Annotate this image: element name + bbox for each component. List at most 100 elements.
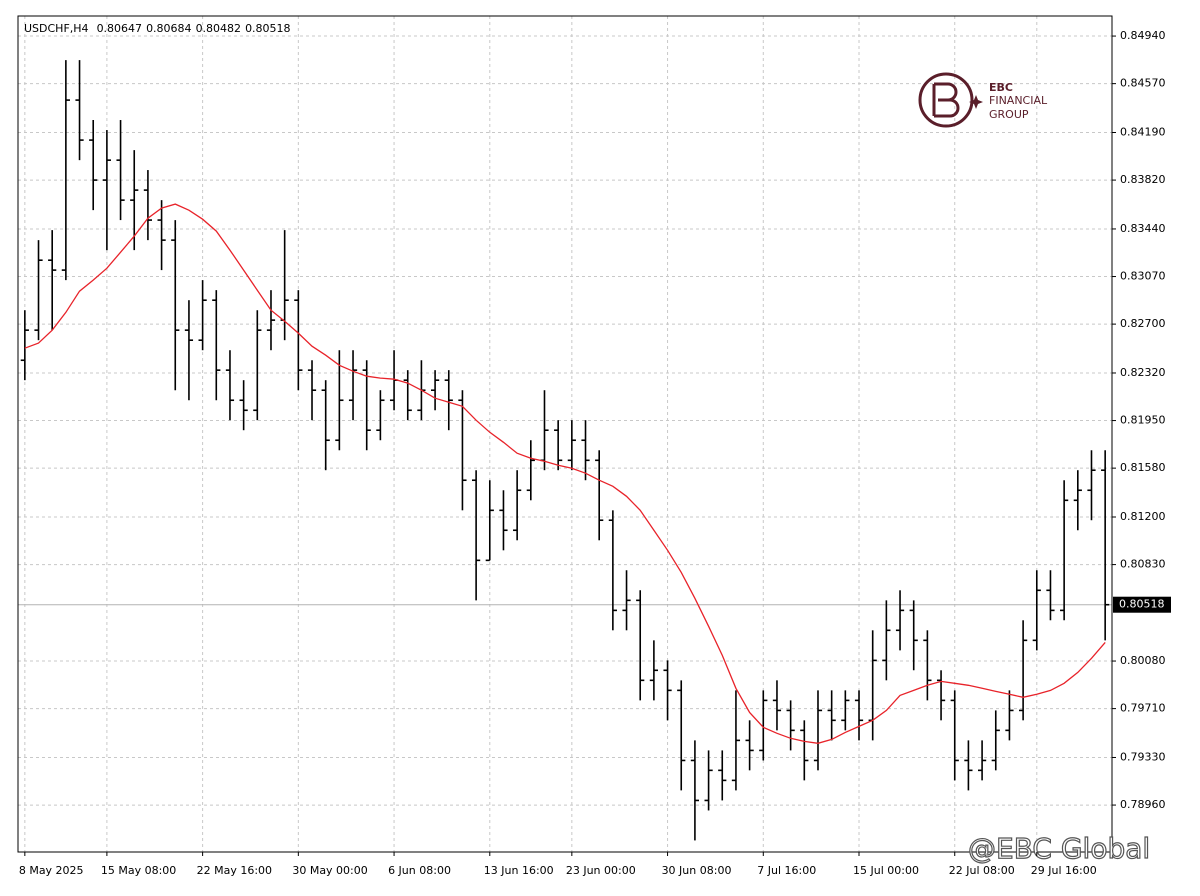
plot: [18, 60, 1112, 841]
ohlc-bar: [991, 710, 1000, 771]
ohlc-value: 0.80647: [97, 22, 143, 35]
ohlc-bar: [239, 380, 248, 431]
ohlc-bar: [444, 370, 453, 431]
ohlc-bar: [116, 120, 125, 221]
ohlc-bar: [950, 690, 959, 781]
y-tick-label: 0.79330: [1120, 750, 1166, 763]
ohlc-bar: [649, 640, 658, 701]
y-tick-label: 0.84190: [1120, 126, 1166, 139]
ohlc-bar: [841, 690, 850, 731]
plot-border: [17, 15, 1113, 853]
ohlc-bar: [936, 670, 946, 721]
ohlc-bar: [977, 740, 987, 781]
x-tick-label: 13 Jun 16:00: [484, 864, 554, 877]
ohlc-bar: [581, 420, 590, 481]
ohlc-bar: [157, 200, 166, 271]
y-tick-label: 0.81950: [1120, 414, 1166, 427]
ohlc-bar: [786, 700, 795, 751]
ohlc-bar: [718, 750, 727, 801]
ohlc-bar: [1019, 620, 1028, 721]
ohlc-bar: [171, 220, 180, 391]
ohlc-bar: [34, 240, 43, 341]
x-tick-label: 29 Jul 16:00: [1031, 864, 1097, 877]
ohlc-bar: [376, 390, 385, 441]
ohlc-header: 0.80647 0.80684 0.80482 0.80518: [97, 22, 291, 35]
ohlc-bar: [348, 350, 358, 421]
y-tick-label: 0.83820: [1120, 173, 1166, 186]
ohlc-bar: [499, 490, 508, 551]
x-tick-label: 23 Jun 00:00: [566, 864, 636, 877]
watermark: @EBC Global: [968, 832, 1150, 865]
ohlc-bar: [827, 690, 836, 741]
logo-text: EBC: [989, 81, 1013, 94]
ohlc-bar: [20, 310, 29, 381]
price-label: 0.80518: [1119, 598, 1165, 611]
ohlc-bar: [253, 310, 262, 421]
ohlc-bar: [212, 290, 221, 401]
ohlc-bar: [430, 370, 440, 411]
ohlc-bar: [964, 740, 973, 791]
x-tick-label: 8 May 2025: [19, 864, 84, 877]
y-tick-label: 0.78960: [1120, 798, 1166, 811]
y-tick-label: 0.80080: [1120, 654, 1166, 667]
ohlc-bar: [759, 690, 768, 761]
ohlc-bar: [895, 590, 905, 651]
ohlc-bar: [663, 660, 672, 721]
y-tick-label: 0.83070: [1120, 270, 1166, 283]
ohlc-bar: [704, 750, 713, 811]
ohlc-bar: [882, 600, 891, 681]
moving-average: [24, 203, 1106, 744]
x-tick-label: 15 May 08:00: [101, 864, 176, 877]
ohlc-bar: [102, 130, 111, 251]
y-tick-label: 0.84570: [1120, 77, 1166, 90]
y-tick-label: 0.80830: [1120, 558, 1166, 571]
ohlc-bar: [89, 120, 98, 211]
ohlc-bar: [458, 390, 467, 511]
ohlc-bar: [1073, 470, 1082, 531]
ohlc-bar: [321, 380, 330, 471]
ohlc-bar: [909, 600, 918, 671]
ohlc-bar: [307, 360, 317, 421]
ohlc-bar: [143, 170, 153, 241]
x-tick-label: 22 May 16:00: [197, 864, 272, 877]
ohlc-bar: [854, 690, 864, 741]
ohlc-bar: [772, 680, 782, 731]
ohlc-bar: [800, 720, 809, 781]
y-tick-label: 0.81200: [1120, 510, 1166, 523]
ohlc-bar: [61, 60, 70, 281]
ohlc-bar: [1005, 690, 1014, 741]
ohlc-bar: [731, 690, 741, 791]
logo-text: GROUP: [989, 108, 1029, 121]
x-tick-label: 22 Jul 08:00: [949, 864, 1015, 877]
y-tick-label: 0.83440: [1120, 222, 1166, 235]
ohlc-bar: [1032, 570, 1041, 651]
ohlc-bar: [554, 420, 563, 471]
ohlc-bar: [485, 480, 494, 562]
grid: [18, 16, 1112, 852]
x-tick-label: 30 May 00:00: [292, 864, 367, 877]
chart-symbol: USDCHF,H4: [24, 22, 89, 35]
price-label-box: [1113, 596, 1171, 613]
ohlc-bar: [526, 440, 535, 501]
y-tick-label: 0.79710: [1120, 702, 1166, 715]
ohlc-value: 0.80482: [196, 22, 242, 35]
ohlc-bar: [1101, 450, 1110, 641]
ohlc-bar: [567, 420, 576, 471]
ohlc-bar: [130, 150, 139, 251]
ohlc-bar: [677, 680, 686, 791]
logo-text: FINANCIAL: [989, 94, 1048, 107]
ohlc-value: 0.80518: [245, 22, 291, 35]
ohlc-bar: [1046, 570, 1055, 621]
ohlc-bar: [198, 280, 207, 351]
ohlc-bar: [595, 450, 604, 541]
y-tick-label: 0.81580: [1120, 461, 1166, 474]
ohlc-bar: [75, 60, 84, 161]
ohlc-value: 0.80684: [146, 22, 192, 35]
ohlc-bar: [1087, 450, 1096, 521]
x-tick-label: 15 Jul 00:00: [853, 864, 919, 877]
ohlc-bar: [362, 360, 371, 451]
y-tick-label: 0.84940: [1120, 29, 1166, 42]
